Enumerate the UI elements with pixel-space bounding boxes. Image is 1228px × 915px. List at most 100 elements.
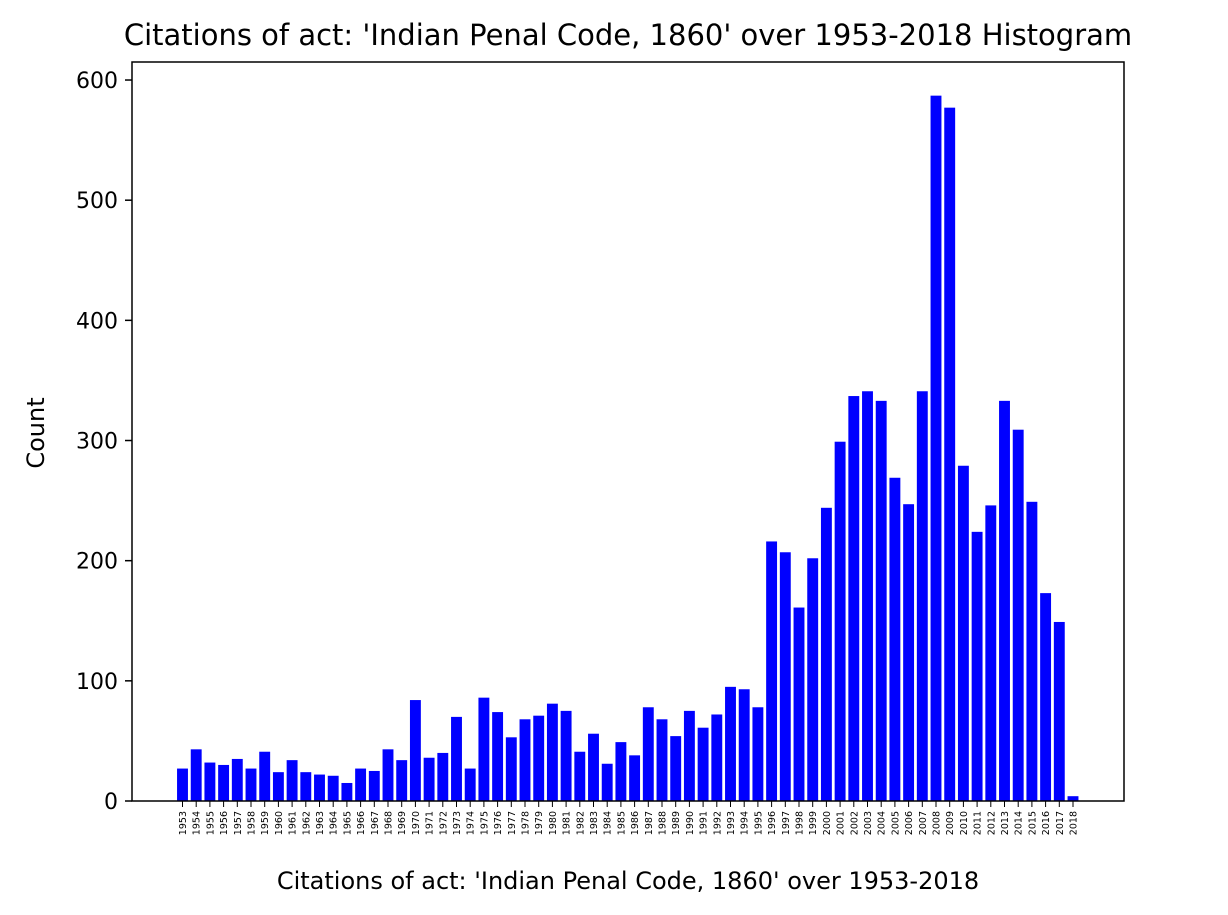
bar-1958 — [245, 768, 257, 801]
x-tick-label: 1957 — [233, 811, 244, 835]
x-tick-label: 2005 — [890, 811, 901, 835]
x-tick-label: 1964 — [329, 811, 340, 835]
bar-1979 — [533, 715, 545, 801]
x-tick-label: 1981 — [562, 811, 573, 835]
x-tick-label: 2002 — [849, 811, 860, 835]
plot-frame — [131, 61, 1125, 802]
bar-2012 — [985, 505, 997, 801]
x-tick-label: 1966 — [356, 811, 367, 835]
bar-1984 — [601, 763, 613, 801]
x-tick-label: 2010 — [959, 811, 970, 835]
x-tick-label: 1972 — [438, 811, 449, 835]
x-tick-label: 2014 — [1014, 811, 1025, 835]
x-tick-label: 2013 — [1000, 811, 1011, 835]
x-tick-label: 2003 — [863, 811, 874, 835]
bar-1965 — [341, 782, 353, 801]
bar-2006 — [903, 504, 915, 801]
x-tick-label: 1970 — [411, 811, 422, 835]
bar-2000 — [820, 507, 832, 801]
x-axis-label: Citations of act: 'Indian Penal Code, 18… — [277, 867, 979, 895]
x-tick-label: 1954 — [192, 811, 203, 835]
x-tick-label: 1977 — [507, 811, 518, 835]
x-tick-label: 1982 — [575, 811, 586, 835]
bar-1967 — [368, 770, 380, 801]
bar-1978 — [519, 719, 531, 801]
bar-1968 — [382, 749, 394, 801]
x-tick-label: 2001 — [836, 811, 847, 835]
x-tick-label: 1994 — [740, 811, 751, 835]
bar-1962 — [300, 772, 312, 801]
x-tick-label: 1992 — [712, 811, 723, 835]
bar-1971 — [423, 757, 435, 801]
x-tick-label: 1969 — [397, 811, 408, 835]
bar-2015 — [1026, 501, 1038, 801]
x-tick-label: 2007 — [918, 811, 929, 835]
x-tick-label: 1979 — [534, 811, 545, 835]
bar-2013 — [999, 400, 1010, 801]
x-tick-label: 1974 — [466, 811, 477, 835]
bar-1983 — [588, 733, 599, 801]
x-tick-label: 2012 — [986, 811, 997, 835]
bar-1973 — [451, 716, 462, 801]
bar-2004 — [875, 400, 887, 801]
bar-1993 — [725, 686, 736, 801]
x-tick-label: 1973 — [452, 811, 463, 835]
bar-1996 — [766, 541, 778, 801]
bar-1957 — [231, 758, 243, 801]
bar-1955 — [204, 762, 216, 801]
y-tick-label: 400 — [76, 309, 118, 334]
bar-2016 — [1040, 593, 1052, 801]
bar-1975 — [478, 697, 490, 801]
y-tick-label: 200 — [76, 550, 118, 575]
x-tick-label: 1960 — [274, 811, 285, 835]
bar-1960 — [272, 772, 284, 801]
bar-2010 — [957, 465, 969, 801]
bar-1969 — [396, 760, 408, 801]
bar-2011 — [971, 531, 983, 801]
x-tick-label: 1998 — [795, 811, 806, 835]
bar-1982 — [574, 751, 586, 801]
x-tick-label: 1953 — [178, 811, 189, 835]
x-tick-label: 2008 — [932, 811, 943, 835]
bar-1970 — [409, 700, 421, 801]
bar-1972 — [437, 752, 449, 801]
bar-1981 — [560, 710, 572, 801]
x-tick-label: 1963 — [315, 811, 326, 835]
x-tick-label: 1971 — [425, 811, 436, 835]
x-tick-label: 1967 — [370, 811, 381, 835]
bar-1994 — [738, 689, 750, 801]
bar-2003 — [862, 391, 873, 801]
x-tick-label: 1968 — [384, 811, 395, 835]
x-tick-label: 1991 — [699, 811, 710, 835]
x-tick-label: 2004 — [877, 811, 888, 835]
bar-1990 — [683, 710, 695, 801]
bar-1976 — [492, 712, 504, 801]
bar-1995 — [752, 707, 764, 801]
x-tick-label: 2011 — [973, 811, 984, 835]
x-tick-label: 2018 — [1069, 811, 1080, 835]
x-tick-label: 1976 — [493, 811, 504, 835]
y-axis: 0 100 200 300 400 500 600 — [76, 69, 132, 815]
bar-1964 — [327, 775, 339, 801]
bar-1974 — [464, 768, 476, 801]
x-tick-label: 1986 — [630, 811, 641, 835]
y-tick-label: 600 — [76, 69, 118, 94]
x-axis: 1953 1954 1955 1956 1957 1958 1959 1960 1961 1962… — [178, 801, 1080, 835]
x-tick-label: 1956 — [219, 811, 230, 835]
x-tick-label: 1955 — [205, 811, 216, 835]
x-tick-label: 2009 — [945, 811, 956, 835]
x-tick-label: 1961 — [288, 811, 299, 835]
x-tick-label: 1988 — [658, 811, 669, 835]
bar-2008 — [930, 95, 942, 801]
x-tick-label: 1980 — [548, 811, 559, 835]
bar-1977 — [505, 737, 517, 801]
bar-1961 — [286, 760, 298, 801]
y-tick-label: 500 — [76, 189, 118, 214]
bar-1986 — [629, 755, 641, 801]
bar-2007 — [916, 391, 928, 801]
x-tick-label: 1958 — [247, 811, 258, 835]
chart-title: Citations of act: 'Indian Penal Code, 18… — [124, 18, 1132, 52]
bar-1999 — [807, 558, 819, 801]
x-tick-label: 1996 — [767, 811, 778, 835]
